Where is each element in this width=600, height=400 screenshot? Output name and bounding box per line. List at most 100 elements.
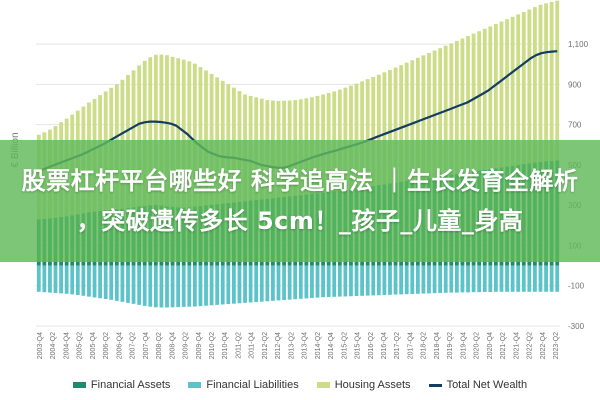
financial-liabilities-bar bbox=[488, 265, 493, 292]
y-tick-label: 700 bbox=[568, 121, 582, 130]
x-axis-ticks: 2003-Q4 2004-Q2 2004-Q4 2005-Q2 2005-Q4 2006-… bbox=[37, 332, 560, 359]
financial-liabilities-bar bbox=[170, 265, 175, 308]
financial-liabilities-bar bbox=[48, 265, 52, 293]
financial-liabilities-bar bbox=[521, 265, 526, 292]
x-tick-label: 2020-Q4 bbox=[487, 332, 494, 359]
financial-liabilities-bar bbox=[538, 265, 543, 292]
financial-liabilities-bar bbox=[153, 265, 158, 308]
financial-liabilities-bar bbox=[87, 265, 91, 297]
x-tick-label: 2013-Q4 bbox=[302, 332, 309, 359]
legend-swatch-housing-assets bbox=[316, 382, 330, 388]
housing-assets-bar bbox=[538, 4, 543, 162]
financial-liabilities-bar bbox=[103, 265, 108, 300]
housing-assets-bar bbox=[192, 63, 197, 207]
housing-assets-bar bbox=[393, 67, 398, 183]
financial-liabilities-bar bbox=[510, 265, 515, 292]
x-tick-label: 2015-Q2 bbox=[341, 332, 348, 359]
housing-assets-bar bbox=[204, 70, 208, 206]
financial-liabilities-bar bbox=[142, 265, 147, 306]
x-tick-label: 2021-Q2 bbox=[500, 332, 507, 359]
housing-assets-bar bbox=[153, 54, 158, 205]
x-tick-label: 2018-Q4 bbox=[434, 332, 441, 359]
financial-liabilities-bar bbox=[287, 265, 292, 300]
housing-assets-bar bbox=[466, 36, 470, 173]
financial-liabilities-bar bbox=[209, 265, 214, 306]
housing-assets-bar bbox=[142, 60, 147, 206]
financial-liabilities-bar bbox=[120, 265, 125, 302]
banner-line-1: 股票杠杆平台哪些好 科学追高法 ｜生长发育全解析 bbox=[21, 167, 579, 195]
x-tick-label: 2006-Q2 bbox=[103, 332, 110, 359]
x-tick-label: 2011-Q2 bbox=[236, 332, 243, 359]
financial-liabilities-bar bbox=[243, 265, 247, 303]
financial-liabilities-bar bbox=[343, 265, 348, 297]
financial-liabilities-bar bbox=[321, 265, 325, 298]
legend-item-total-net-wealth: Total Net Wealth bbox=[428, 379, 527, 391]
financial-liabilities-bar bbox=[59, 265, 63, 294]
x-tick-label: 2021-Q4 bbox=[513, 332, 520, 359]
x-tick-label: 2003-Q4 bbox=[37, 332, 44, 359]
financial-liabilities-bar bbox=[204, 265, 208, 306]
financial-liabilities-bar bbox=[482, 265, 487, 292]
x-tick-label: 2004-Q4 bbox=[64, 332, 71, 359]
financial-liabilities-bar bbox=[399, 265, 404, 295]
x-tick-label: 2006-Q4 bbox=[116, 332, 123, 359]
financial-liabilities-bar bbox=[549, 265, 554, 292]
financial-liabilities-bar bbox=[443, 265, 448, 293]
financial-liabilities-bar bbox=[131, 265, 136, 304]
financial-liabilities-bar bbox=[282, 265, 286, 301]
financial-liabilities-bar bbox=[148, 265, 153, 307]
housing-assets-bar bbox=[187, 61, 192, 208]
legend-swatch-financial-liabilities bbox=[188, 382, 202, 388]
housing-assets-bar bbox=[477, 31, 482, 171]
legend-label-financial-liabilities: Financial Liabilities bbox=[206, 379, 299, 391]
financial-liabilities-bar bbox=[310, 265, 314, 299]
x-tick-label: 2016-Q2 bbox=[368, 332, 375, 359]
financial-liabilities-bar bbox=[36, 265, 41, 292]
housing-assets-bar bbox=[555, 0, 560, 161]
financial-liabilities-bar bbox=[231, 265, 236, 304]
housing-assets-bar bbox=[181, 59, 186, 208]
legend-label-financial-assets: Financial Assets bbox=[90, 379, 171, 391]
financial-liabilities-bar bbox=[42, 265, 47, 293]
financial-liabilities-bar bbox=[471, 265, 476, 293]
housing-assets-bar bbox=[533, 7, 537, 163]
housing-assets-bar bbox=[170, 56, 175, 207]
x-tick-label: 2013-Q2 bbox=[288, 332, 295, 359]
financial-liabilities-bar bbox=[499, 265, 504, 292]
chart-legend: Financial Assets Financial Liabilities H… bbox=[0, 376, 600, 394]
financial-liabilities-bar bbox=[421, 265, 426, 294]
x-tick-label: 2015-Q4 bbox=[355, 332, 362, 359]
x-tick-label: 2004-Q2 bbox=[50, 332, 57, 359]
financial-liabilities-bar bbox=[427, 265, 431, 294]
housing-assets-bar bbox=[499, 21, 504, 168]
housing-assets-bar bbox=[376, 74, 381, 186]
financial-liabilities-bar bbox=[81, 265, 86, 296]
financial-liabilities-bar bbox=[220, 265, 225, 305]
financial-liabilities-bar bbox=[533, 265, 537, 292]
financial-liabilities-bar bbox=[360, 265, 365, 296]
financial-liabilities-bar bbox=[226, 265, 231, 305]
x-tick-label: 2022-Q2 bbox=[527, 332, 534, 359]
housing-assets-bar bbox=[544, 3, 548, 162]
x-tick-label: 2017-Q4 bbox=[408, 332, 415, 359]
financial-liabilities-bar bbox=[70, 265, 75, 295]
housing-assets-bar bbox=[209, 73, 214, 205]
financial-liabilities-bar bbox=[176, 265, 181, 308]
financial-liabilities-bar bbox=[371, 265, 376, 296]
financial-liabilities-bar bbox=[165, 265, 169, 308]
financial-liabilities-bar bbox=[298, 265, 303, 299]
financial-liabilities-bar bbox=[254, 265, 259, 303]
x-tick-label: 2016-Q4 bbox=[381, 332, 388, 359]
housing-assets-bar bbox=[410, 60, 415, 181]
x-tick-label: 2018-Q2 bbox=[421, 332, 428, 359]
financial-liabilities-bar bbox=[388, 265, 392, 295]
financial-liabilities-bar bbox=[64, 265, 69, 294]
housing-assets-bar bbox=[521, 11, 526, 165]
financial-liabilities-bar bbox=[187, 265, 192, 307]
housing-assets-bar bbox=[488, 26, 493, 169]
financial-liabilities-bar bbox=[415, 265, 420, 294]
x-tick-label: 2010-Q4 bbox=[222, 332, 229, 359]
x-tick-label: 2007-Q4 bbox=[143, 332, 150, 359]
x-tick-label: 2010-Q2 bbox=[209, 332, 216, 359]
housing-assets-bar bbox=[176, 58, 181, 208]
